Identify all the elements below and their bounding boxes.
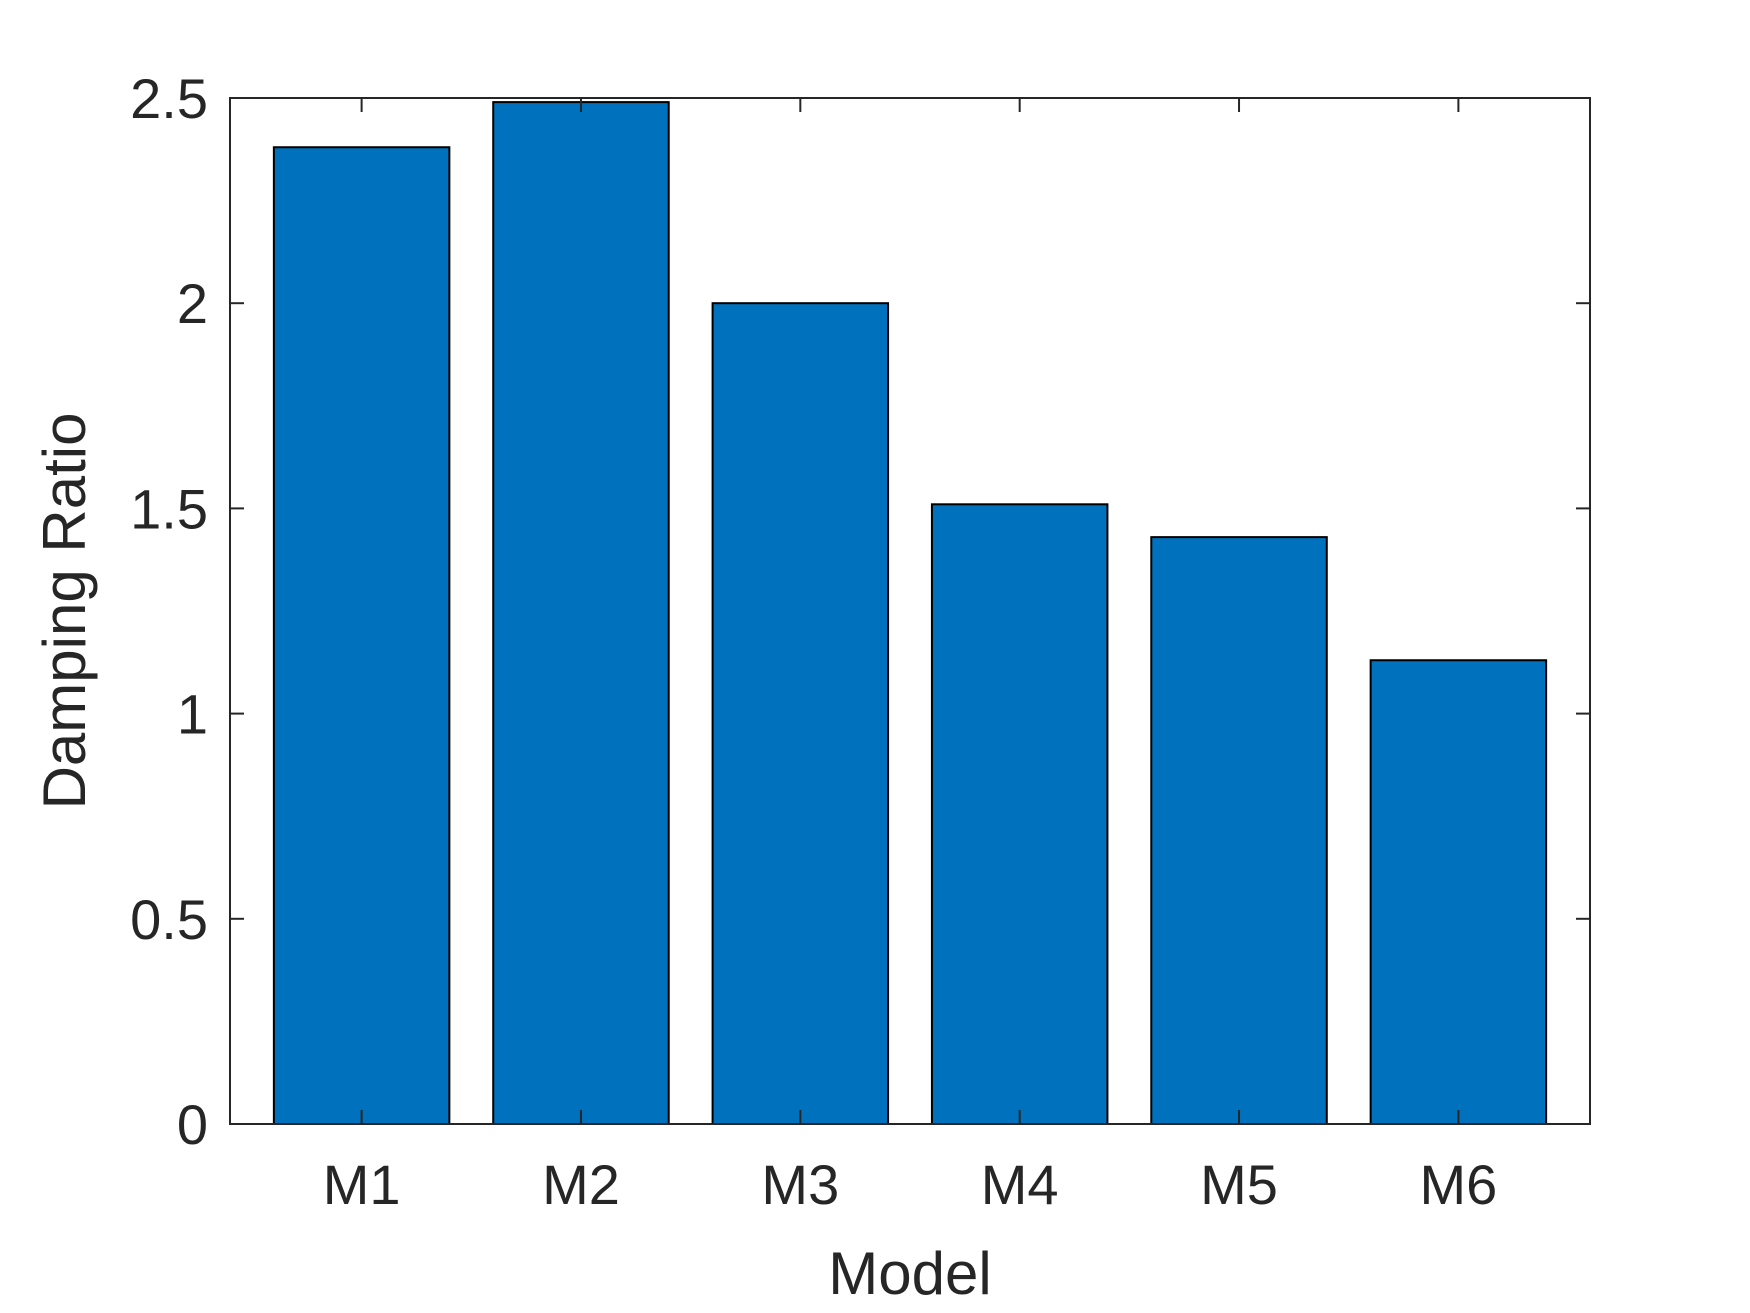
y-tick-label: 1.5 <box>130 477 208 540</box>
bar-m4 <box>930 503 1109 1125</box>
x-tick-label-m5: M5 <box>1200 1153 1278 1216</box>
y-axis-label: Damping Ratio <box>31 413 98 810</box>
y-tick-label: 1 <box>177 683 208 746</box>
bar-m2 <box>492 101 670 1125</box>
bar-m6 <box>1369 659 1548 1125</box>
bar-m3 <box>711 302 890 1125</box>
bars-group <box>272 101 1548 1126</box>
y-tick-label: 0 <box>177 1093 208 1156</box>
y-ticks-group: 0 0.5 1 1.5 2 2.5 <box>130 67 1590 1156</box>
y-tick-label: 2.5 <box>130 67 208 130</box>
y-tick-label: 2 <box>177 272 208 335</box>
bar-m1 <box>272 146 451 1126</box>
axes-box <box>229 97 1591 1125</box>
x-tick-label-m6: M6 <box>1419 1153 1497 1216</box>
x-ticks-group: M1 M2 M3 M4 M5 M6 <box>323 98 1497 1216</box>
x-tick-label-m3: M3 <box>761 1153 839 1216</box>
y-tick-label: 0.5 <box>130 888 208 951</box>
bar-m5 <box>1150 536 1328 1125</box>
x-tick-label-m4: M4 <box>981 1153 1059 1216</box>
x-axis-label: Model <box>828 1240 991 1307</box>
x-tick-label-m1: M1 <box>323 1153 401 1216</box>
x-tick-label-m2: M2 <box>542 1153 620 1216</box>
